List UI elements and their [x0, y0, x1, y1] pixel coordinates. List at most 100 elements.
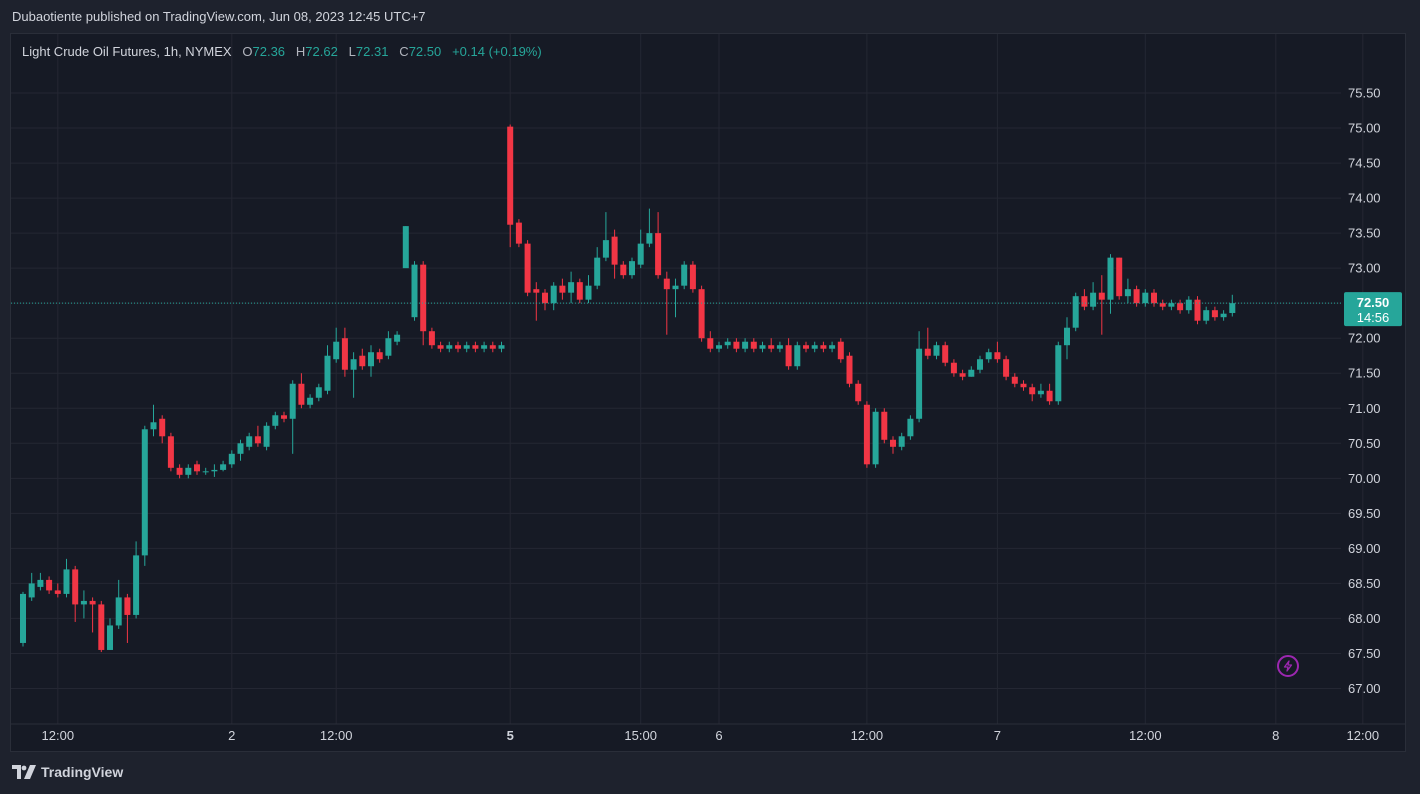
candle-body[interactable] [1037, 390, 1044, 395]
candle-body[interactable] [350, 359, 357, 370]
candle-body[interactable] [863, 404, 870, 465]
candle-body[interactable] [437, 345, 444, 349]
candle-body[interactable] [689, 264, 696, 290]
candle-body[interactable] [263, 425, 270, 447]
candle-body[interactable] [1185, 299, 1192, 311]
candle-body[interactable] [533, 289, 540, 293]
candle-body[interactable] [1072, 296, 1079, 328]
candle-body[interactable] [185, 467, 192, 475]
candle-body[interactable] [759, 345, 766, 349]
candle-body[interactable] [481, 345, 488, 349]
candle-body[interactable] [629, 261, 635, 276]
candle-body[interactable] [281, 415, 287, 419]
candle-body[interactable] [194, 464, 200, 472]
candle-body[interactable] [1081, 296, 1088, 307]
candle-body[interactable] [820, 345, 827, 349]
candle-body[interactable] [115, 597, 122, 626]
candle-body[interactable] [733, 341, 740, 349]
candle-body[interactable] [881, 411, 888, 440]
candle-body[interactable] [498, 345, 505, 349]
candle-body[interactable] [1168, 303, 1175, 307]
candle-body[interactable] [420, 264, 427, 332]
candle-body[interactable] [707, 338, 714, 349]
candle-body[interactable] [1020, 383, 1027, 388]
candle-body[interactable] [611, 236, 618, 265]
candle-body[interactable] [220, 464, 227, 470]
candle-body[interactable] [46, 579, 53, 591]
candle-body[interactable] [724, 341, 731, 346]
candle-body[interactable] [446, 345, 453, 349]
candle-body[interactable] [376, 352, 383, 360]
candle-body[interactable] [489, 345, 496, 349]
candle-body[interactable] [994, 352, 1001, 360]
symbol-description[interactable]: Light Crude Oil Futures, 1h, NYMEX [22, 44, 232, 59]
candle-body[interactable] [428, 331, 435, 346]
candle-body[interactable] [1220, 313, 1227, 318]
candle-body[interactable] [959, 373, 966, 377]
candle-body[interactable] [1090, 292, 1097, 307]
candle-body[interactable] [1029, 387, 1036, 395]
candle-body[interactable] [620, 264, 627, 276]
candle-body[interactable] [80, 600, 87, 605]
candle-body[interactable] [324, 355, 331, 391]
candle-body[interactable] [72, 569, 79, 605]
candle-body[interactable] [524, 243, 531, 293]
candle-body[interactable] [1159, 303, 1166, 307]
candle-body[interactable] [254, 436, 261, 444]
candle-body[interactable] [333, 341, 340, 360]
candle-body[interactable] [202, 471, 209, 473]
candle-body[interactable] [811, 345, 818, 349]
lightning-bolt-icon[interactable] [1277, 655, 1299, 677]
candle-body[interactable] [855, 383, 862, 402]
candle-body[interactable] [663, 278, 670, 290]
candle-body[interactable] [1229, 303, 1236, 313]
candle-body[interactable] [1046, 390, 1053, 402]
candle-body[interactable] [341, 338, 348, 370]
candle-body[interactable] [1055, 345, 1062, 402]
candle-body[interactable] [289, 383, 296, 419]
candle-body[interactable] [124, 597, 131, 615]
tradingview-logo-icon[interactable] [12, 765, 36, 779]
candle-body[interactable] [20, 593, 26, 643]
candle-body[interactable] [368, 352, 374, 367]
candlestick-chart[interactable]: 75.50 75.00 74.50 74.00 73.50 73.00 72.50 72.00… [11, 34, 1405, 751]
candle-body[interactable] [141, 429, 148, 556]
candle-body[interactable] [159, 418, 166, 437]
candle-body[interactable] [315, 387, 322, 398]
candle-body[interactable] [576, 282, 583, 300]
candle-body[interactable] [742, 341, 749, 349]
candle-body[interactable] [559, 285, 566, 293]
candle-body[interactable] [907, 418, 914, 437]
candle-body[interactable] [1211, 310, 1218, 318]
candle-body[interactable] [455, 345, 461, 349]
author-name[interactable]: Dubaotiente [12, 9, 83, 24]
candle-body[interactable] [602, 240, 609, 258]
candle-body[interactable] [550, 285, 557, 304]
candle-body[interactable] [785, 345, 792, 367]
candle-body[interactable] [1064, 327, 1070, 346]
candle-body[interactable] [716, 345, 722, 349]
candle-body[interactable] [507, 126, 514, 225]
candle-body[interactable] [1151, 292, 1157, 304]
candle-body[interactable] [133, 555, 140, 615]
candle-body[interactable] [411, 264, 418, 318]
candle-body[interactable] [237, 443, 244, 454]
chart-container[interactable]: 75.50 75.00 74.50 74.00 73.50 73.00 72.50 72.00… [10, 33, 1406, 752]
candle-body[interactable] [1011, 376, 1018, 384]
candle-body[interactable] [950, 362, 957, 374]
candle-body[interactable] [272, 415, 279, 426]
candle-body[interactable] [1133, 289, 1140, 304]
candle-body[interactable] [176, 467, 183, 475]
candle-body[interactable] [942, 345, 949, 363]
candle-body[interactable] [228, 453, 235, 465]
candle-body[interactable] [1116, 257, 1123, 297]
candle-body[interactable] [585, 285, 592, 300]
candle-body[interactable] [898, 436, 905, 447]
candle-body[interactable] [846, 355, 853, 384]
candle-body[interactable] [1003, 359, 1010, 377]
candle-body[interactable] [890, 439, 896, 447]
candle-body[interactable] [768, 345, 775, 349]
candle-body[interactable] [698, 289, 705, 339]
candle-body[interactable] [681, 264, 688, 286]
candle-body[interactable] [568, 282, 575, 293]
